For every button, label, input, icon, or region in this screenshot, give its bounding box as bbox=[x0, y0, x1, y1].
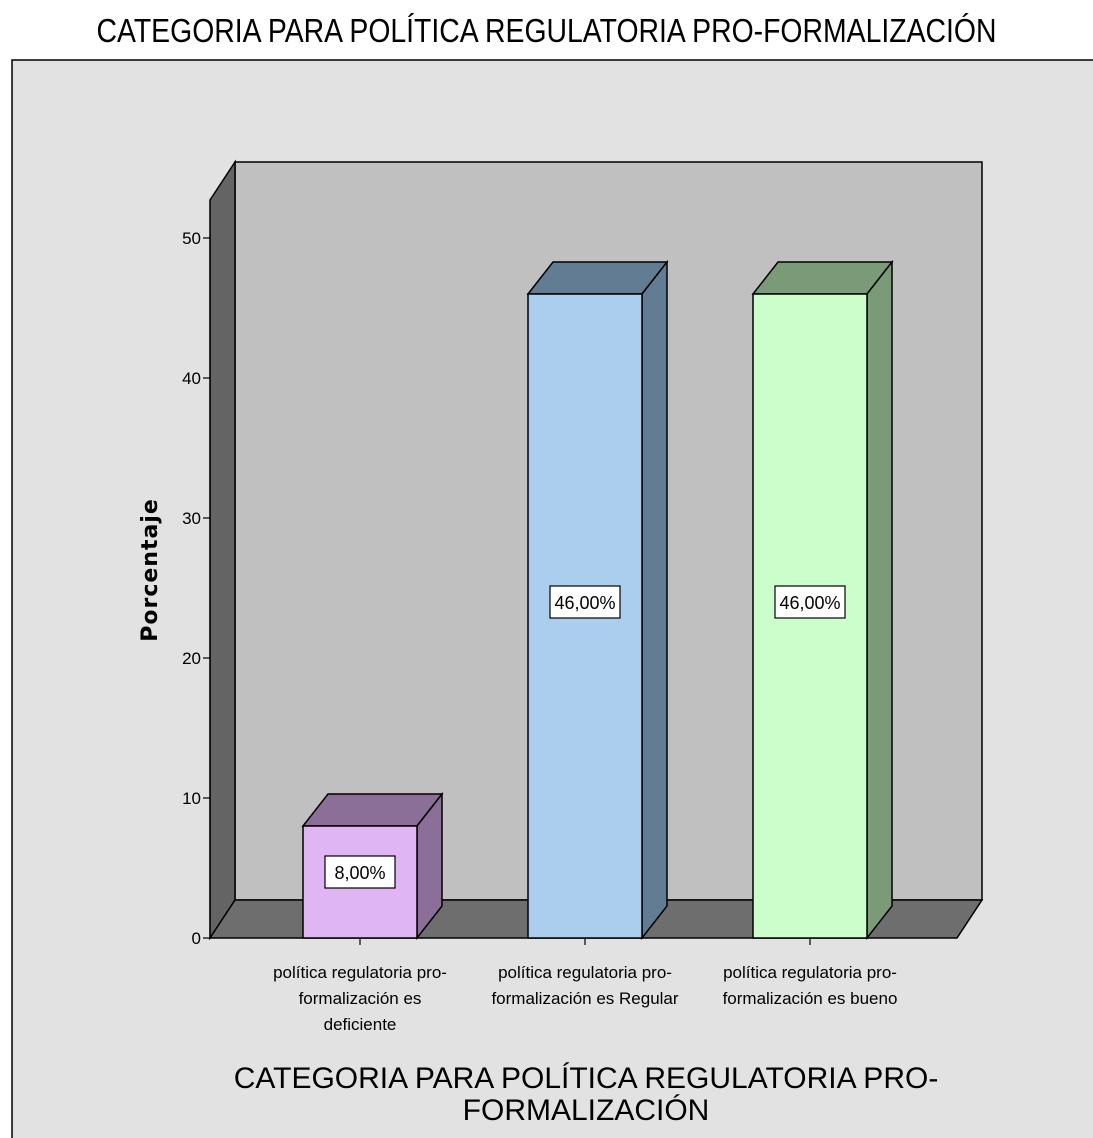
bar-1: 8,00% bbox=[301, 791, 444, 945]
category-label-line: formalización es bueno bbox=[723, 989, 898, 1008]
value-label: 8,00% bbox=[334, 863, 385, 883]
value-label-box bbox=[324, 855, 396, 889]
y-tick-label: 30 bbox=[182, 509, 201, 528]
x-axis-categories: política regulatoria pro-formalización e… bbox=[273, 963, 897, 1034]
value-label-box bbox=[549, 585, 621, 619]
value-label: 46,00% bbox=[554, 593, 615, 613]
bar-side-face bbox=[866, 259, 893, 941]
bar-2: 46,00% bbox=[526, 259, 669, 945]
y-tick-label: 50 bbox=[182, 229, 201, 248]
bar-3: 46,00% bbox=[751, 259, 894, 945]
y-tick-label: 40 bbox=[182, 369, 201, 388]
category-label-line: política regulatoria pro- bbox=[498, 963, 672, 982]
side-wall bbox=[209, 159, 236, 941]
category-label: política regulatoria pro-formalización e… bbox=[273, 963, 447, 1034]
bars: 8,00% 46,00% 46,00% bbox=[301, 259, 894, 945]
category-label-line: política regulatoria pro- bbox=[723, 963, 897, 982]
category-label-line: deficiente bbox=[324, 1015, 397, 1034]
value-label-box bbox=[774, 585, 846, 619]
category-label-line: formalización es bbox=[299, 989, 422, 1008]
x-axis-label-line: CATEGORIA PARA POLÍTICA REGULATORIA PRO- bbox=[234, 1062, 939, 1095]
bar-side-face bbox=[641, 259, 668, 941]
y-axis-label: Porcentaje bbox=[138, 498, 163, 642]
y-tick-label: 0 bbox=[192, 929, 201, 948]
chart-title: CATEGORIA PARA POLÍTICA REGULATORIA PRO-… bbox=[96, 12, 997, 49]
y-tick-label: 10 bbox=[182, 789, 201, 808]
x-axis-label: CATEGORIA PARA POLÍTICA REGULATORIA PRO-… bbox=[234, 1062, 939, 1127]
category-label-line: política regulatoria pro- bbox=[273, 963, 447, 982]
value-label: 46,00% bbox=[779, 593, 840, 613]
y-tick-label: 20 bbox=[182, 649, 201, 668]
category-label: política regulatoria pro-formalización e… bbox=[723, 963, 898, 1008]
category-label: política regulatoria pro-formalización e… bbox=[491, 963, 678, 1008]
category-label-line: formalización es Regular bbox=[491, 989, 678, 1008]
x-axis-label-line: FORMALIZACIÓN bbox=[463, 1094, 710, 1127]
y-axis: 0 10 20 30 40 50 bbox=[182, 229, 211, 948]
